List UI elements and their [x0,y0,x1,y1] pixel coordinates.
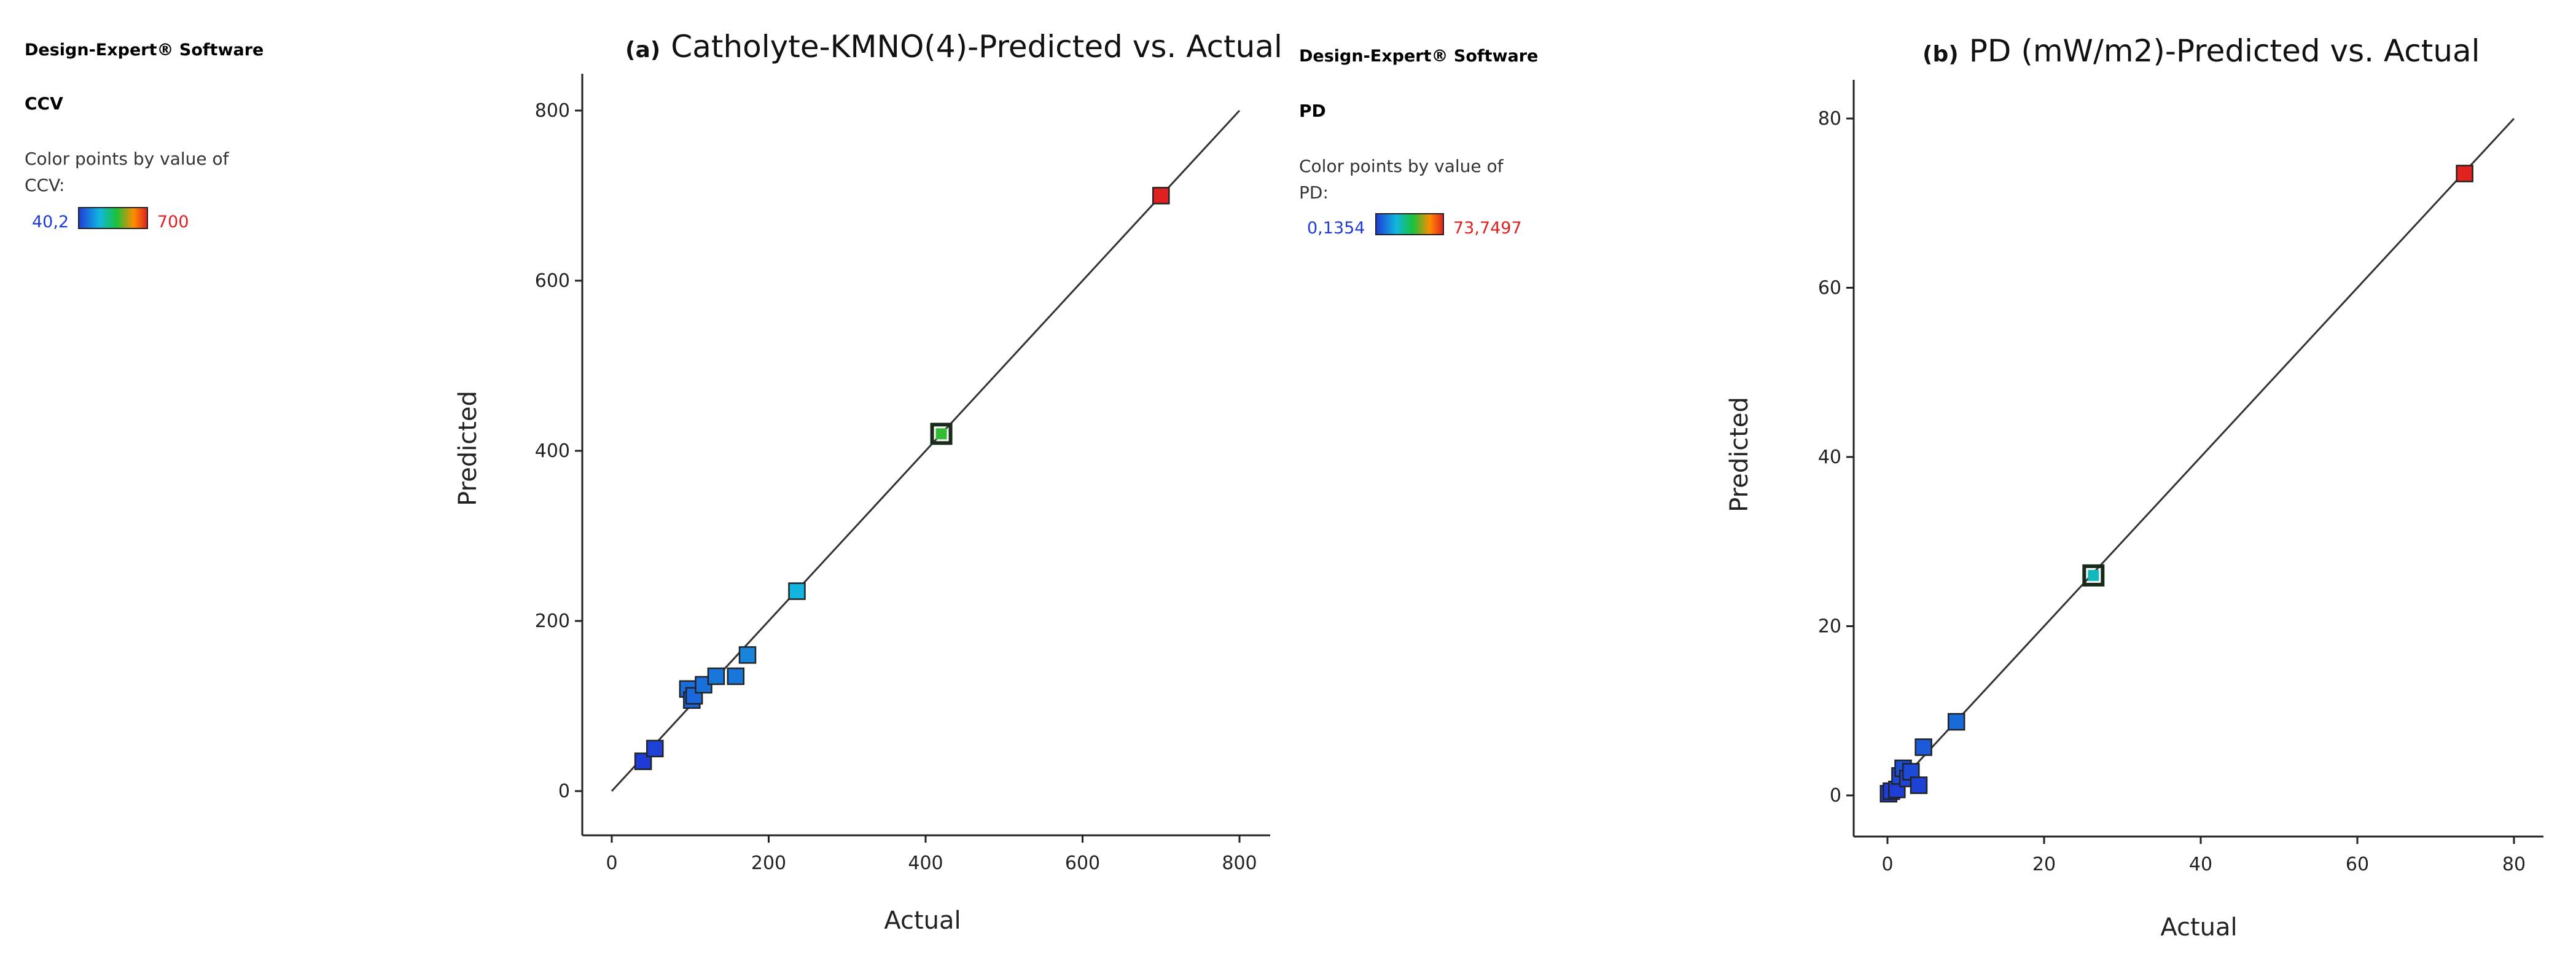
color-gradient-bar-a [78,207,148,229]
data-point [738,646,757,664]
gradient-max-label-b: 73,7497 [1453,219,1522,238]
chart-title-text-a: Catholyte-KMNO(4)-Predicted vs. Actual [671,29,1282,64]
y-ticks-a: 0 200 400 600 800 [535,100,582,802]
y-ticks-b: 0 20 40 60 80 [1818,108,1854,806]
data-point [646,740,664,757]
data-point [707,667,725,685]
y-tick-label: 40 [1818,447,1841,468]
axes-b: Actual Predicted 0 20 40 60 80 0 20 40 60 80 [1725,80,2543,942]
y-tick-label: 200 [535,611,570,632]
center-point-marker [2082,564,2105,587]
data-point [634,752,652,770]
legend-caption-b-line2: PD: [1299,182,1329,203]
legend-a: Design-Expert® Software CCV Color points… [25,41,263,232]
software-title-a: Design-Expert® Software [25,41,263,60]
x-ticks-b: 0 20 40 60 80 [1881,837,2526,875]
center-point-fill [935,428,947,440]
x-tick-label: 200 [751,853,786,874]
data-point [727,667,745,685]
y-tick-label: 400 [535,440,570,462]
gradient-min-label-a: 40,2 [32,213,69,232]
data-point [1910,776,1928,794]
x-tick-label: 60 [2346,854,2369,875]
legend-caption-a-line1: Color points by value of [25,149,230,169]
y-tick-label: 800 [535,100,570,122]
y-tick-label: 0 [1830,785,1841,806]
panel-a: Design-Expert® Software CCV Color points… [25,29,1282,935]
gradient-min-label-b: 0,1354 [1307,219,1365,238]
data-point [2456,165,2473,182]
chart-title-text-b: PD (mW/m2)-Predicted vs. Actual [1969,33,2480,69]
center-point-marker [930,423,953,445]
y-axis-label-a: Predicted [454,391,482,506]
x-tick-label: 800 [1222,853,1257,874]
response-name-b: PD [1299,101,1326,121]
data-point [1152,187,1170,205]
legend-caption-a-line2: CCV: [25,175,64,195]
x-tick-label: 400 [908,853,943,874]
y-tick-label: 0 [558,781,570,802]
legend-caption-b-line1: Color points by value of [1299,156,1504,176]
gradient-max-label-a: 700 [157,213,189,232]
data-point [788,582,806,600]
points-a [634,187,1170,770]
y-tick-label: 600 [535,270,570,292]
x-tick-label: 40 [2189,854,2212,875]
y-tick-label: 60 [1818,278,1841,299]
y-axis-label-b: Predicted [1725,397,1754,512]
reference-line-b [1886,117,2515,797]
chart-title-a: (a) Catholyte-KMNO(4)-Predicted vs. Actu… [625,29,1282,64]
y-tick-label: 20 [1818,616,1841,638]
color-gradient-bar-b [1375,213,1444,235]
y-tick-label: 80 [1818,108,1841,130]
chart-title-b: (b) PD (mW/m2)-Predicted vs. Actual [1922,33,2480,69]
panel-b: Design-Expert® Software PD Color points … [1299,33,2543,942]
x-ticks-a: 0 200 400 600 800 [606,835,1257,874]
x-tick-label: 80 [2502,854,2526,875]
x-axis-label-b: Actual [2160,913,2237,942]
data-point [1947,712,1965,731]
x-tick-label: 0 [606,853,617,874]
software-title-b: Design-Expert® Software [1299,47,1538,66]
chart-tag-b: (b) [1922,42,1959,67]
legend-b: Design-Expert® Software PD Color points … [1299,47,1538,238]
data-point [1914,738,1932,756]
x-tick-label: 0 [1881,854,1893,875]
points-b [1879,165,2473,803]
response-name-a: CCV [25,93,63,114]
x-axis-label-a: Actual [884,907,961,935]
x-tick-label: 600 [1065,853,1100,874]
chart-tag-a: (a) [625,37,660,63]
axes-a: Actual Predicted 0 200 400 600 800 0 200 400 60… [454,74,1270,935]
center-point-fill [2088,569,2099,581]
x-tick-label: 20 [2032,854,2056,875]
